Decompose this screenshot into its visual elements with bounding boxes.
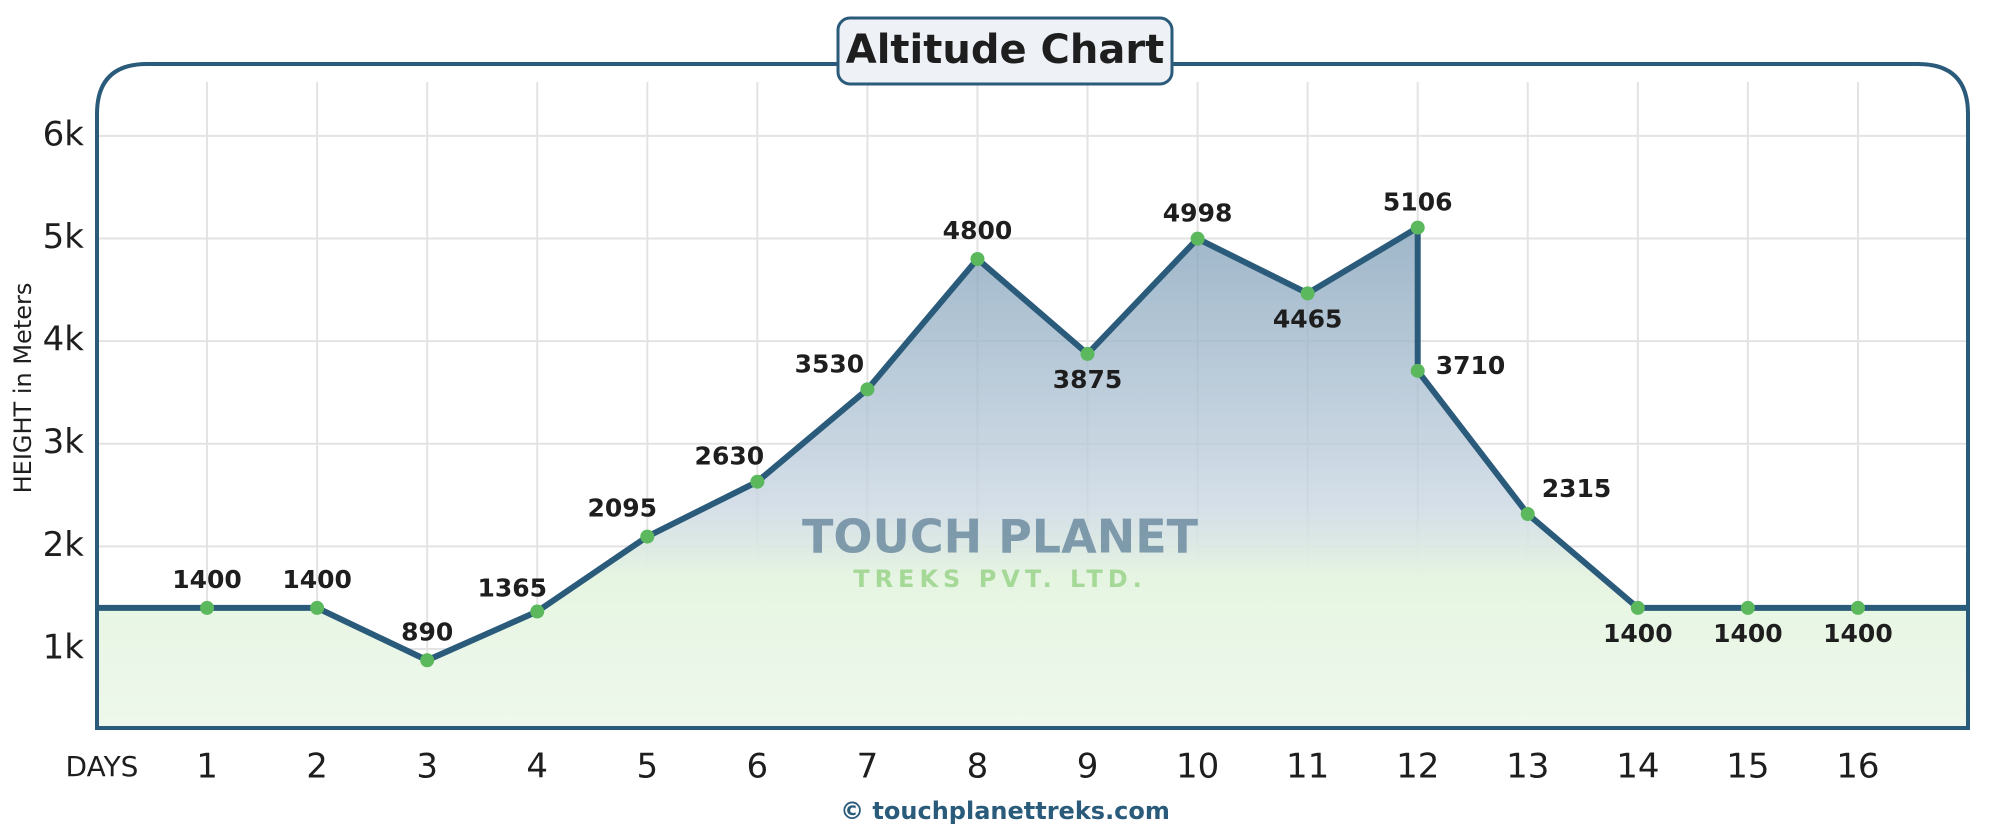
- value-label: 4800: [943, 216, 1013, 245]
- value-label: 890: [401, 617, 453, 646]
- x-tick-label: 16: [1836, 747, 1879, 787]
- plot-frame: [95, 62, 1970, 730]
- x-tick-label: 4: [526, 747, 548, 787]
- x-tick-label: 12: [1396, 747, 1439, 787]
- point: [860, 382, 875, 397]
- point: [1190, 231, 1205, 246]
- value-label: 5106: [1383, 188, 1453, 217]
- value-label: 2315: [1542, 474, 1612, 503]
- point: [420, 653, 435, 668]
- y-tick-label: 2k: [43, 525, 85, 565]
- x-tick-label: 8: [967, 747, 989, 787]
- value-label: 1365: [477, 574, 547, 603]
- x-tick-label: 5: [636, 747, 658, 787]
- x-tick-label: 10: [1176, 747, 1219, 787]
- point: [1850, 600, 1865, 615]
- point: [750, 474, 765, 489]
- point: [1410, 220, 1425, 235]
- point: [1520, 507, 1535, 522]
- value-label: 3530: [795, 349, 865, 378]
- x-tick-label: 6: [747, 747, 769, 787]
- point: [1740, 600, 1755, 615]
- value-label: 1400: [1603, 619, 1673, 648]
- title-box: [836, 16, 1174, 86]
- value-label: 2095: [587, 494, 657, 523]
- x-tick-label: 3: [416, 747, 438, 787]
- point: [1080, 346, 1095, 361]
- value-label: 1400: [1823, 619, 1893, 648]
- area-fill: [97, 227, 1968, 728]
- x-tick-label: 7: [857, 747, 879, 787]
- value-label: 1400: [172, 565, 242, 594]
- point: [310, 600, 325, 615]
- point: [1410, 363, 1425, 378]
- value-label: 4998: [1163, 199, 1233, 228]
- point: [200, 600, 215, 615]
- y-tick-label: 1k: [43, 627, 85, 667]
- point: [1300, 286, 1315, 301]
- watermark: TOUCH PLANET: [802, 510, 1199, 564]
- value-label: 1400: [1713, 619, 1783, 648]
- point: [640, 529, 655, 544]
- point: [530, 604, 545, 619]
- value-label: 2630: [695, 442, 765, 471]
- value-label: 3710: [1436, 351, 1506, 380]
- x-tick-label: 13: [1506, 747, 1549, 787]
- watermark: TREKS PVT. LTD.: [853, 565, 1147, 593]
- y-tick-label: 4k: [43, 320, 85, 360]
- value-label: 4465: [1273, 304, 1343, 333]
- value-label: 3875: [1053, 365, 1123, 394]
- chart-title: Altitude Chart: [846, 27, 1164, 73]
- x-tick-label: 2: [306, 747, 328, 787]
- x-axis-label: DAYS: [66, 750, 139, 783]
- x-tick-label: 11: [1286, 747, 1329, 787]
- x-tick-label: 14: [1616, 747, 1659, 787]
- y-axis-label: HEIGHT in Meters: [9, 283, 37, 494]
- y-tick-label: 5k: [43, 217, 85, 257]
- point: [1630, 600, 1645, 615]
- x-tick-label: 1: [196, 747, 218, 787]
- y-tick-label: 3k: [43, 422, 85, 462]
- x-tick-label: 15: [1726, 747, 1769, 787]
- y-tick-label: 6k: [43, 114, 85, 154]
- point: [970, 251, 985, 266]
- footer: © touchplanettreks.com: [840, 797, 1170, 825]
- x-tick-label: 9: [1077, 747, 1099, 787]
- value-label: 1400: [282, 565, 352, 594]
